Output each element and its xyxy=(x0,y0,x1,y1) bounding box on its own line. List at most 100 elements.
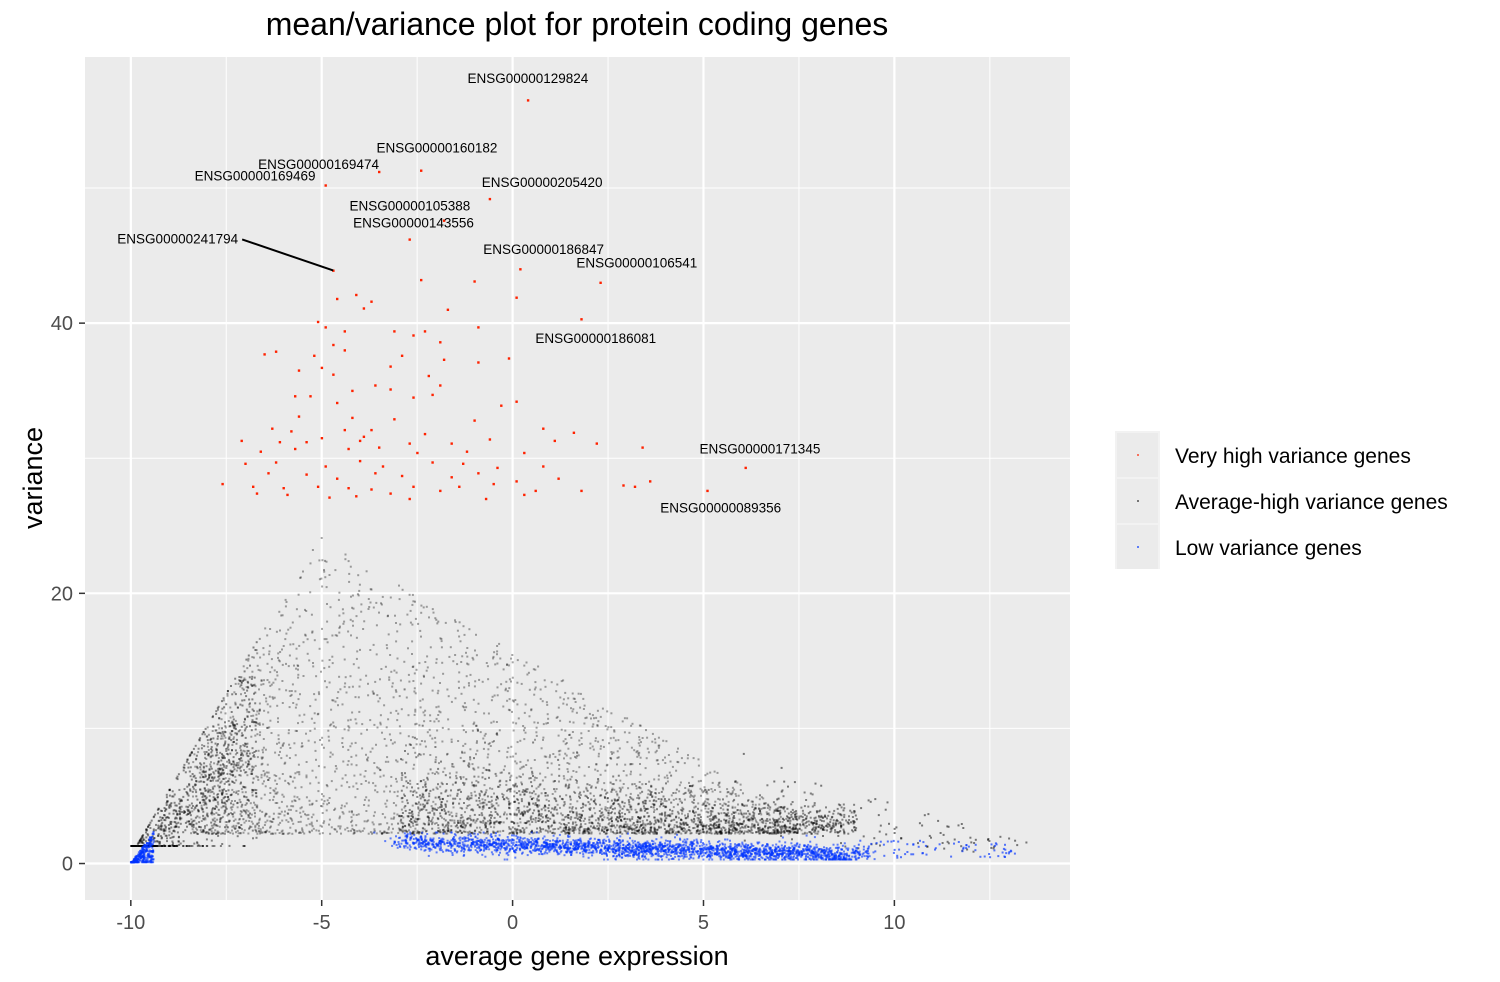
average-high-point xyxy=(562,829,565,832)
average-high-point xyxy=(590,786,593,789)
average-high-point xyxy=(240,788,243,791)
average-high-point xyxy=(215,824,218,827)
average-high-point xyxy=(338,817,341,820)
average-high-point xyxy=(391,685,394,688)
average-high-point xyxy=(650,794,653,796)
average-high-point xyxy=(367,598,370,600)
average-high-point xyxy=(615,818,618,821)
average-high-point xyxy=(209,789,212,792)
average-high-point xyxy=(510,787,512,790)
average-high-point xyxy=(679,781,682,784)
average-high-point xyxy=(147,825,150,828)
average-high-point xyxy=(344,682,347,685)
average-high-point xyxy=(256,756,259,759)
average-high-point xyxy=(644,823,647,826)
average-high-point xyxy=(490,803,493,806)
average-high-point xyxy=(727,811,730,814)
average-high-point xyxy=(617,820,620,823)
average-high-point xyxy=(395,804,398,807)
average-high-point xyxy=(311,549,314,551)
average-high-point xyxy=(827,814,830,817)
average-high-point xyxy=(493,821,496,824)
average-high-point xyxy=(247,654,250,657)
average-high-point xyxy=(386,615,389,618)
average-high-point xyxy=(571,710,574,713)
average-high-point xyxy=(142,842,145,845)
average-high-point xyxy=(399,679,402,682)
average-high-point xyxy=(693,817,695,820)
average-high-point xyxy=(457,821,459,824)
average-high-point xyxy=(268,777,271,779)
average-high-point xyxy=(173,801,176,804)
average-high-point xyxy=(760,821,763,824)
average-high-point xyxy=(191,828,194,831)
average-high-point xyxy=(193,774,196,777)
average-high-point xyxy=(269,671,272,674)
average-high-point xyxy=(225,807,228,810)
average-high-point xyxy=(800,806,803,809)
average-high-point xyxy=(534,686,537,689)
average-high-point xyxy=(638,724,641,727)
average-high-point xyxy=(171,845,174,847)
average-high-point xyxy=(317,790,320,793)
average-high-point xyxy=(242,749,245,752)
average-high-point xyxy=(624,763,627,766)
average-high-point xyxy=(496,797,499,800)
average-high-point xyxy=(568,786,571,789)
average-high-point xyxy=(252,709,255,712)
average-high-point xyxy=(507,664,510,667)
average-high-point xyxy=(217,771,220,774)
average-high-point xyxy=(538,784,541,787)
average-high-point xyxy=(740,823,743,826)
average-high-point xyxy=(528,777,531,780)
average-high-point xyxy=(534,776,536,779)
average-high-point xyxy=(574,755,576,758)
average-high-point xyxy=(657,820,660,823)
average-high-point xyxy=(165,804,168,806)
average-high-point xyxy=(696,830,698,833)
average-high-point xyxy=(574,825,577,828)
average-high-point xyxy=(224,726,227,729)
average-high-point xyxy=(152,845,155,847)
average-high-point xyxy=(476,740,478,743)
average-high-point xyxy=(571,826,574,828)
average-high-point xyxy=(539,688,542,691)
average-high-point xyxy=(447,728,450,731)
average-high-point xyxy=(422,753,425,756)
average-high-point xyxy=(808,823,811,826)
average-high-point xyxy=(495,721,498,723)
average-high-point xyxy=(434,617,437,620)
average-high-point xyxy=(539,697,542,700)
average-high-point xyxy=(247,813,250,816)
average-high-point xyxy=(217,770,220,773)
average-high-point xyxy=(595,763,598,766)
average-high-point xyxy=(263,709,266,712)
average-high-point xyxy=(794,825,797,828)
average-high-point xyxy=(628,803,631,806)
average-high-point xyxy=(337,598,340,601)
average-high-point xyxy=(153,845,156,847)
average-high-point xyxy=(725,831,728,834)
average-high-point xyxy=(423,828,426,831)
average-high-point xyxy=(507,788,509,791)
average-high-point xyxy=(457,680,460,683)
average-high-point xyxy=(539,818,542,821)
average-high-point xyxy=(825,806,827,809)
average-high-point xyxy=(814,828,816,831)
average-high-point xyxy=(502,798,505,801)
average-high-point xyxy=(645,808,647,810)
average-high-point xyxy=(404,772,406,775)
average-high-point xyxy=(622,783,625,785)
average-high-point xyxy=(443,767,446,770)
average-high-point xyxy=(792,828,795,831)
average-high-point xyxy=(585,716,588,719)
average-high-point xyxy=(508,698,511,701)
average-high-point xyxy=(570,810,573,813)
average-high-point xyxy=(157,827,160,830)
average-high-point xyxy=(139,839,142,842)
average-high-point xyxy=(287,729,290,732)
average-high-point xyxy=(488,819,491,822)
average-high-point xyxy=(439,829,442,832)
average-high-point xyxy=(804,822,807,825)
average-high-point xyxy=(509,788,512,791)
